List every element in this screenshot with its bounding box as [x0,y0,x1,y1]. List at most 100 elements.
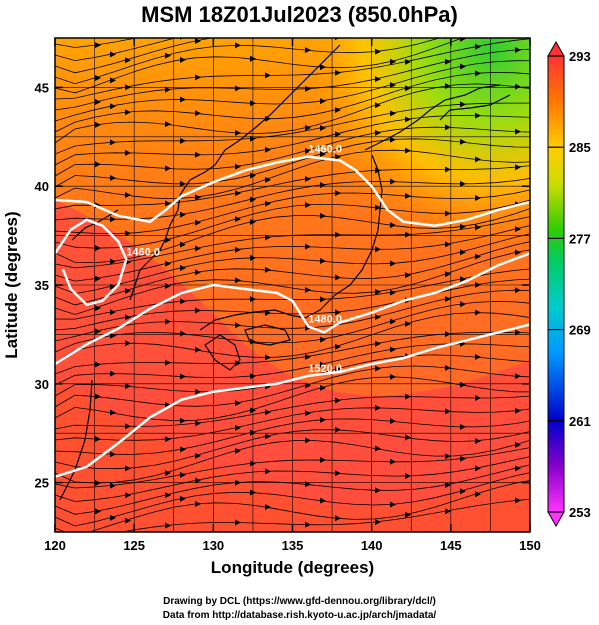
streamline [55,365,530,408]
wind-arrow [165,282,171,289]
wind-arrow [475,112,481,119]
streamline [55,456,530,502]
streamline [55,278,530,331]
wind-arrow [125,492,131,499]
streamline [55,115,530,166]
wind-arrow [445,58,451,65]
x-tick-label: 150 [519,538,541,553]
streamline [55,71,530,133]
wind-arrow [95,480,101,487]
wind-arrow [460,63,466,70]
wind-arrow [265,409,271,416]
wind-arrow [265,176,271,183]
wind-arrow [390,222,396,229]
x-tick-label: 135 [282,538,304,553]
wind-arrow [405,116,411,123]
wind-streamlines [55,6,530,532]
colorbar: 253 261 269 277 285 293 [547,40,591,528]
wind-arrow [475,354,481,361]
colorbar-tick-label: 253 [569,505,591,520]
wind-arrow [320,361,326,368]
wind-arrow [475,224,481,231]
wind-arrow [375,129,381,136]
x-tick-label: 120 [44,538,66,553]
streamline [55,38,464,94]
wind-arrow [235,129,241,136]
wind-arrow [265,266,271,273]
y-tick-label: 25 [35,476,49,491]
wind-arrow [460,249,466,256]
wind-arrow [445,295,451,302]
contour-label: 1480.0 [308,314,342,326]
wind-arrow [95,393,101,400]
wind-arrow [460,138,466,145]
streamline [55,60,530,122]
streamline [55,38,530,100]
wind-arrow [445,124,451,131]
wind-arrow [195,346,201,353]
wind-arrow [445,408,451,415]
wind-arrow [165,121,171,128]
wind-arrow [235,246,241,253]
wind-arrow [305,243,311,250]
wind-arrow [265,310,271,317]
wind-arrow [195,219,201,226]
wind-arrow [405,393,411,400]
wind-arrow [390,501,396,508]
wind-arrow [515,164,521,171]
wind-arrow [460,488,466,495]
streamline [55,395,530,430]
wind-arrow [335,426,341,433]
wind-arrow [305,353,311,360]
wind-arrow [390,178,396,185]
wind-arrow [515,46,521,53]
wind-arrow [110,175,116,182]
wind-arrow [515,249,521,256]
wind-arrow [460,301,466,308]
wind-arrow [390,458,396,465]
wind-arrow [195,38,201,44]
streamline [55,199,530,249]
wind-arrow [195,194,201,201]
colorbar-tick-label: 293 [569,49,591,64]
wind-arrow [405,32,411,38]
wind-arrow [125,109,131,116]
wind-arrow [235,400,241,407]
wind-arrow [475,195,481,202]
credit-drawing: Drawing by DCL (https://www.gfd-dennou.o… [163,596,436,607]
wind-arrow [95,436,101,443]
wind-arrow [235,85,241,92]
wind-arrow [445,241,451,248]
wind-arrow [235,163,241,170]
wind-arrow [390,373,396,380]
wind-arrow [165,359,171,366]
wind-arrow [110,409,116,416]
wind-arrow [180,96,186,103]
wind-arrow [95,305,101,312]
wind-arrow [265,72,271,79]
colorbar-scale [547,55,565,513]
wind-arrow [165,401,171,408]
wind-arrow [445,508,451,515]
wind-arrow [320,182,326,189]
wind-arrow [180,241,186,248]
wind-arrow [335,309,341,316]
wind-arrow [335,69,341,76]
wind-arrow [95,361,101,368]
wind-arrow [375,6,381,12]
colorbar-tick-label: 277 [569,231,591,246]
wind-arrow [125,383,131,390]
wind-arrow [180,330,186,337]
wind-arrow [515,128,521,135]
wind-arrow [320,212,326,219]
wind-arrow [165,469,171,476]
wind-arrow [460,180,466,187]
wind-arrow [515,441,521,448]
wind-arrow [125,340,131,347]
height-contours: 1460.0 1480.0 1460.0 1520.0 [55,144,530,478]
wind-arrow [235,42,241,49]
wind-arrow [515,83,521,90]
wind-arrow [515,287,521,294]
wind-arrow [95,74,101,81]
streamline [55,249,530,315]
